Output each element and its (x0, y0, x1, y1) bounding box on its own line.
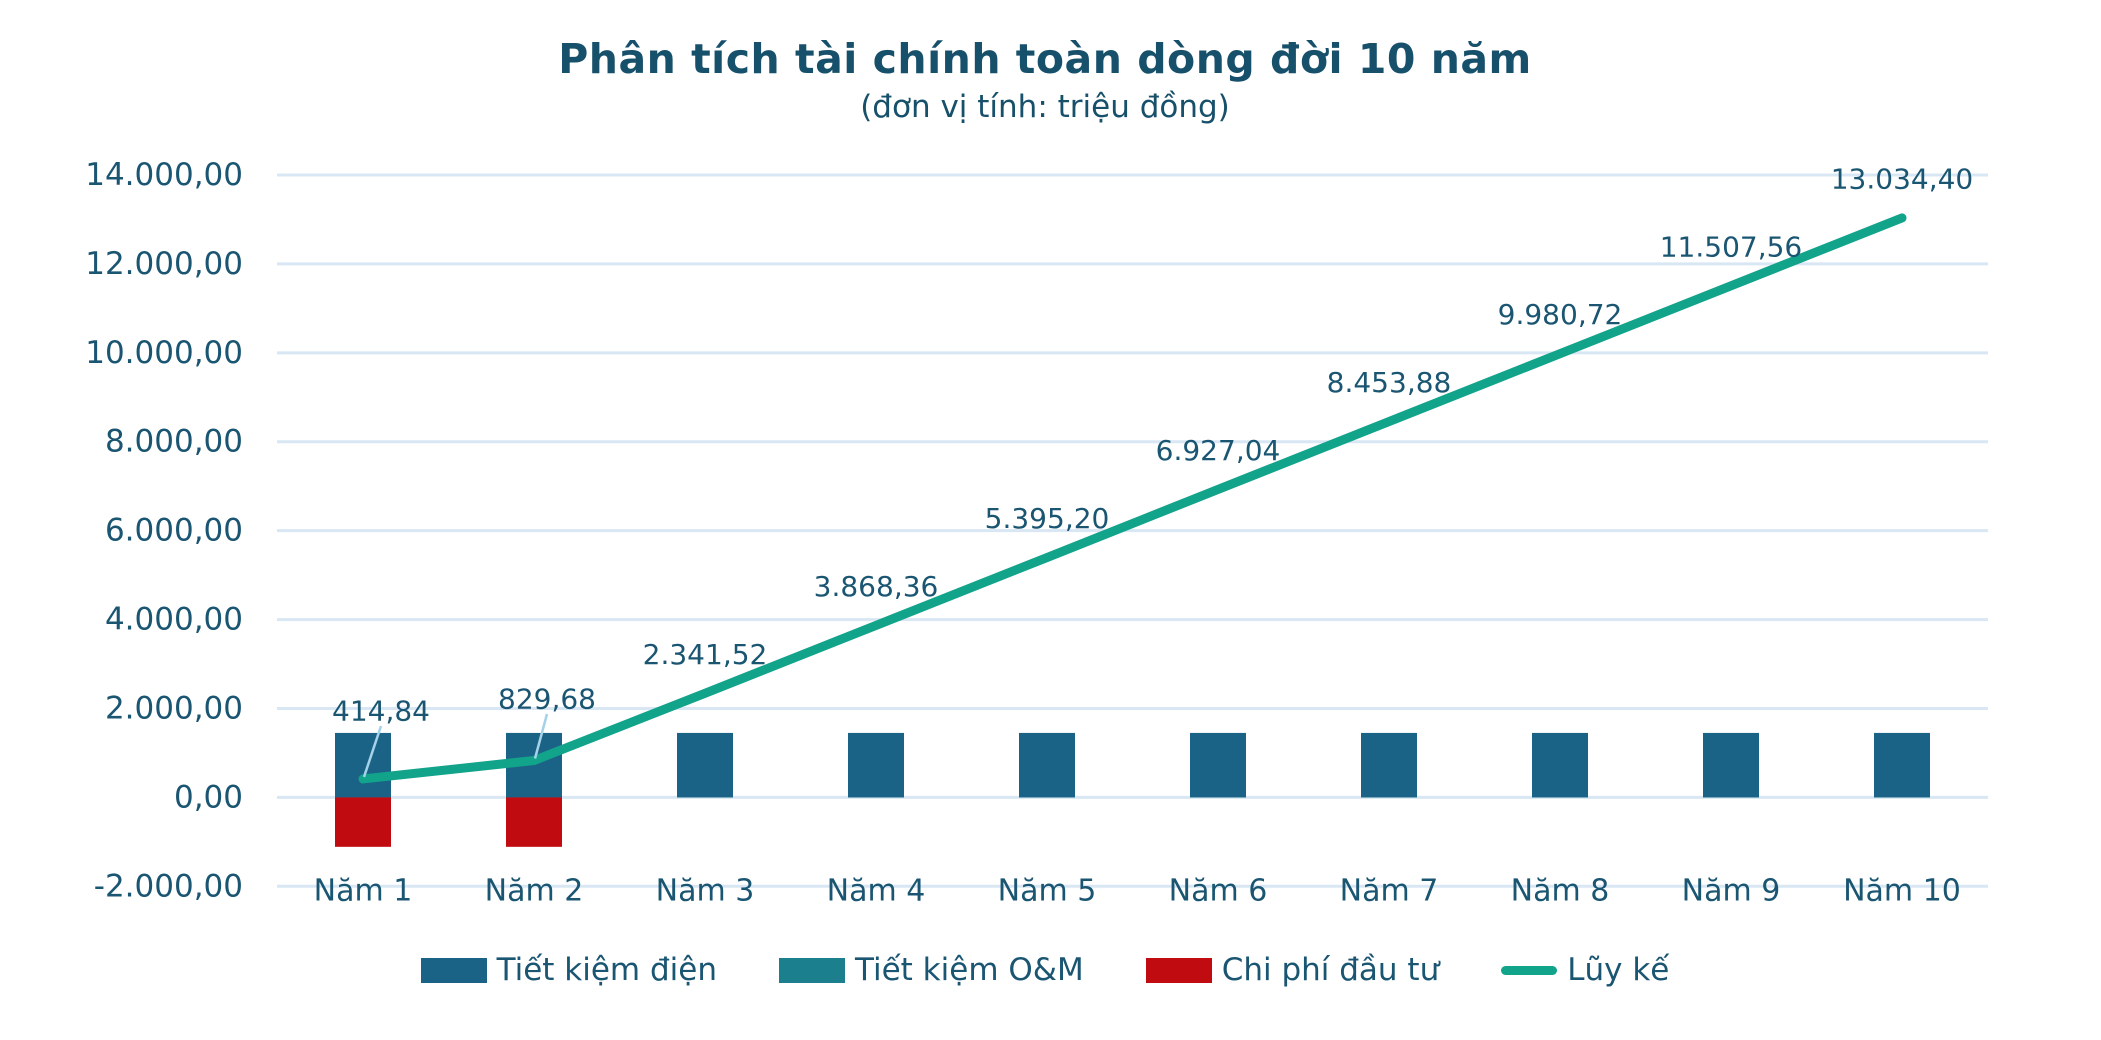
bar-electricity-savings (848, 732, 904, 798)
y-tick-label: 12.000,00 (85, 246, 243, 282)
bar-electricity-savings (1703, 732, 1759, 798)
legend-label: Chi phí đầu tư (1221, 952, 1440, 988)
chart-title: Phân tích tài chính toàn dòng đời 10 năm (558, 35, 1532, 83)
bar-electricity-savings (1874, 732, 1930, 798)
legend-label: Lũy kế (1567, 952, 1670, 988)
y-tick-label: 14.000,00 (85, 157, 243, 193)
cumulative-data-label: 6.927,04 (1156, 434, 1281, 467)
y-tick-label: 10.000,00 (85, 335, 243, 371)
x-tick-label: Năm 4 (827, 874, 926, 909)
cumulative-data-label: 13.034,40 (1831, 162, 1974, 195)
chart-legend: Tiết kiệm điện Tiết kiệm O&M Chi phí đầu t… (0, 952, 2090, 988)
label-leader-line (362, 725, 383, 778)
legend-square-swatch (420, 957, 487, 983)
legend-square-swatch (1145, 957, 1212, 983)
y-tick-label: 0,00 (174, 779, 243, 815)
legend-label: Tiết kiệm điện (496, 952, 717, 988)
cumulative-data-label: 8.453,88 (1327, 366, 1452, 399)
cumulative-data-label: 829,68 (498, 683, 596, 716)
label-leader-line (533, 713, 549, 759)
y-tick-label: 6.000,00 (105, 513, 243, 549)
cumulative-data-label: 11.507,56 (1660, 230, 1803, 263)
x-tick-label: Năm 2 (485, 874, 584, 909)
legend-item-3: Chi phí đầu tư (1145, 952, 1440, 988)
x-tick-label: Năm 9 (1682, 874, 1781, 909)
x-tick-label: Năm 8 (1511, 874, 1610, 909)
legend-square-swatch (779, 957, 845, 983)
y-tick-label: 2.000,00 (105, 690, 243, 726)
legend-item-2: Tiết kiệm O&M (779, 952, 1084, 988)
y-tick-label: 8.000,00 (105, 424, 243, 460)
cumulative-data-label: 3.868,36 (814, 570, 939, 603)
bar-electricity-savings (335, 732, 391, 798)
bar-electricity-savings (1190, 732, 1246, 798)
cumulative-data-label: 5.395,20 (985, 502, 1110, 535)
x-tick-label: Năm 1 (314, 874, 413, 909)
x-tick-label: Năm 6 (1169, 874, 1268, 909)
y-tick-label: 4.000,00 (105, 602, 243, 638)
bar-electricity-savings (1019, 732, 1075, 798)
bar-investment-cost (335, 797, 391, 847)
legend-line-swatch (1501, 965, 1558, 975)
cumulative-data-label: 9.980,72 (1498, 298, 1623, 331)
x-tick-label: Năm 7 (1340, 874, 1439, 909)
chart-subtitle: (đơn vị tính: triệu đồng) (860, 89, 1230, 126)
legend-item-1: Tiết kiệm điện (420, 952, 717, 988)
cumulative-data-label: 2.341,52 (643, 638, 768, 671)
x-tick-label: Năm 3 (656, 874, 755, 909)
bar-electricity-savings (1532, 732, 1588, 798)
cumulative-data-label: 414,84 (332, 695, 430, 728)
chart-header: Phân tích tài chính toàn dòng đời 10 năm… (0, 35, 2090, 126)
cumulative-line (358, 213, 1907, 784)
bar-electricity-savings (677, 732, 733, 798)
legend-item-4: Lũy kế (1501, 952, 1669, 988)
y-tick-label: -2.000,00 (94, 868, 243, 904)
x-tick-label: Năm 10 (1843, 874, 1961, 909)
bar-investment-cost (506, 797, 562, 847)
bar-electricity-savings (1361, 732, 1417, 798)
legend-label: Tiết kiệm O&M (855, 952, 1084, 988)
x-tick-label: Năm 5 (998, 874, 1097, 909)
